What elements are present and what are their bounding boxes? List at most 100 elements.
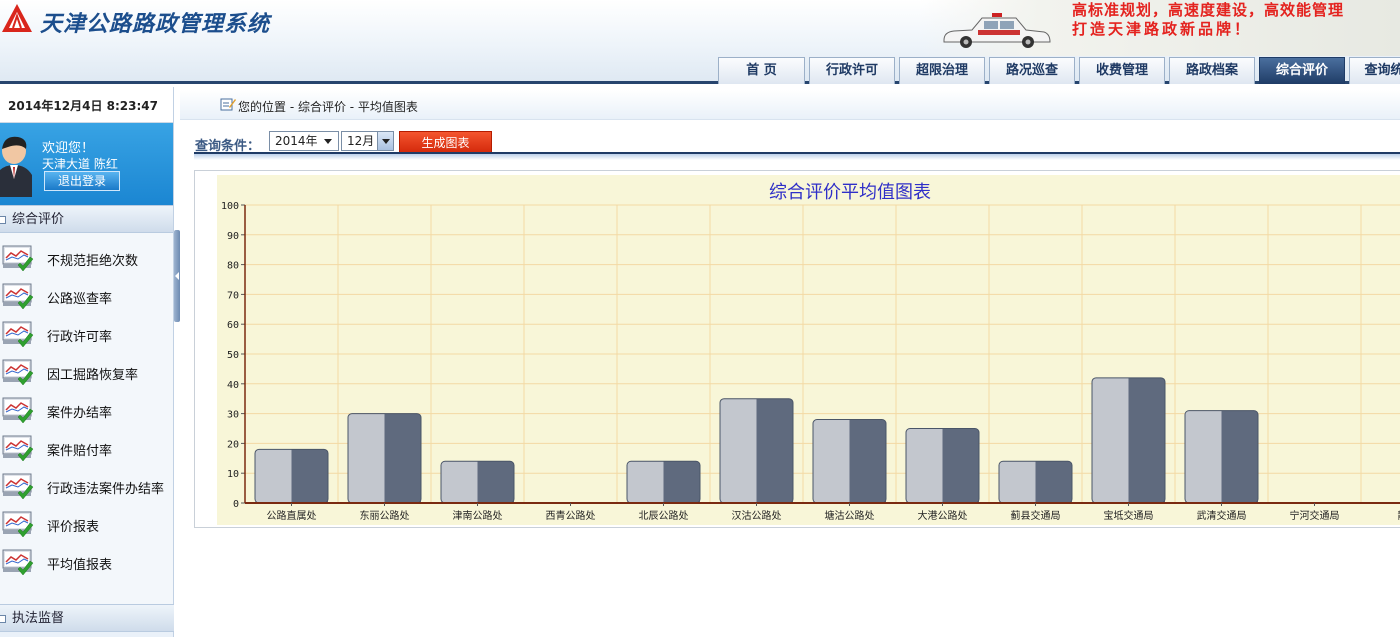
sidebar-item-2[interactable]: 行政许可率: [0, 315, 173, 353]
bar-6[interactable]: [813, 420, 886, 503]
report-check-icon: [2, 319, 34, 349]
nav-tab-6[interactable]: 综合评价: [1259, 57, 1345, 84]
bar-light-half: [720, 399, 757, 503]
chevron-down-icon: [324, 139, 332, 144]
x-tick-label: 宁河交通局: [1290, 509, 1340, 522]
nav-tab-0[interactable]: 首 页: [718, 57, 805, 84]
bar-light-half: [627, 461, 664, 503]
bar-0[interactable]: [255, 449, 328, 503]
bar-dark-half: [385, 414, 422, 503]
sidebar-item-label: 案件办结率: [47, 402, 112, 421]
sidebar-item-8[interactable]: 平均值报表: [0, 543, 173, 581]
sidebar-item-0[interactable]: 不规范拒绝次数: [0, 239, 173, 277]
nav-tab-5[interactable]: 路政档案: [1169, 57, 1255, 84]
nav-tab-2[interactable]: 超限治理: [899, 57, 985, 84]
breadcrumb: 您的位置 - 综合评价 - 平均值图表: [180, 90, 1400, 120]
nav-tab-7[interactable]: 查询统: [1349, 57, 1400, 84]
user-panel: 欢迎您！ 天津大道 陈红 退出登录: [0, 123, 173, 205]
y-tick-label: 30: [227, 410, 239, 421]
bar-2[interactable]: [441, 461, 514, 503]
section-law-enforcement[interactable]: 执法监督: [0, 604, 174, 632]
section-comprehensive-evaluation[interactable]: 综合评价: [0, 205, 173, 233]
bar-light-half: [348, 414, 385, 503]
sidebar-item-3[interactable]: 因工掘路恢复率: [0, 353, 173, 391]
section-label: 执法监督: [12, 611, 64, 626]
report-check-icon: [2, 243, 34, 273]
bar-light-half: [999, 461, 1036, 503]
sidebar-toggle-handle[interactable]: [174, 230, 180, 322]
slogan-line-2: 打造天津路政新品牌！: [1072, 18, 1252, 39]
patrol-car-icon: [938, 10, 1054, 52]
bar-dark-half: [1222, 411, 1259, 503]
report-check-icon: [2, 471, 34, 501]
query-bar: 查询条件： 2014年 12月 生成图表: [194, 130, 1400, 154]
logout-button[interactable]: 退出登录: [44, 171, 120, 191]
y-tick-label: 20: [227, 439, 239, 450]
x-tick-label: 大港公路处: [918, 509, 968, 522]
x-tick-label: 西青公路处: [546, 509, 596, 522]
x-tick-label: 武清交通局: [1197, 509, 1247, 522]
chevron-down-icon[interactable]: [377, 132, 393, 150]
bar-4[interactable]: [627, 461, 700, 503]
sidebar-item-7[interactable]: 评价报表: [0, 505, 173, 543]
datetime-display: 2014年12月4日 8:23:47: [0, 87, 173, 123]
bar-light-half: [1185, 411, 1222, 503]
x-tick-label: 汉沽公路处: [732, 509, 782, 522]
sidebar-item-label: 评价报表: [47, 516, 99, 535]
y-tick-label: 50: [227, 350, 239, 361]
sidebar-item-label: 案件赔付率: [47, 440, 112, 459]
year-select[interactable]: 2014年: [269, 131, 339, 151]
report-check-icon: [2, 357, 34, 387]
month-select[interactable]: 12月: [341, 131, 394, 151]
slogan-line-1: 高标准规划，高速度建设，高效能管理: [1072, 0, 1344, 20]
report-check-icon: [2, 547, 34, 577]
bar-8[interactable]: [999, 461, 1072, 503]
section-collapse-icon: [0, 615, 6, 623]
bar-light-half: [255, 449, 292, 503]
nav-tab-1[interactable]: 行政许可: [809, 57, 895, 84]
bar-light-half: [1092, 378, 1129, 503]
bar-chart: 综合评价平均值图表0102030405060708090100公路直属处 东丽公路…: [195, 171, 1400, 529]
month-select-value: 12月: [347, 134, 374, 148]
x-tick-label: 蓟县交通局: [1011, 509, 1061, 522]
sidebar-item-label: 因工掘路恢复率: [47, 364, 138, 383]
bar-dark-half: [757, 399, 794, 503]
bar-7[interactable]: [906, 429, 979, 504]
bar-dark-half: [1036, 461, 1073, 503]
bar-1[interactable]: [348, 414, 421, 503]
y-tick-label: 70: [227, 290, 239, 301]
bar-9[interactable]: [1092, 378, 1165, 503]
nav-tab-4[interactable]: 收费管理: [1079, 57, 1165, 84]
nav-tab-3[interactable]: 路况巡查: [989, 57, 1075, 84]
sidebar-item-1[interactable]: 公路巡查率: [0, 277, 173, 315]
x-tick-label: 津南公路处: [453, 509, 503, 522]
sidebar-item-4[interactable]: 案件办结率: [0, 391, 173, 429]
bar-light-half: [906, 429, 943, 504]
sidebar-item-label: 平均值报表: [47, 554, 112, 573]
sidebar-item-6[interactable]: 行政违法案件办结率: [0, 467, 173, 505]
bar-light-half: [813, 420, 850, 503]
y-tick-label: 100: [221, 201, 239, 212]
app-header: 天津公路路政管理系统 高标准规划，高速度建设，高效能管理 打造天津路政新品牌！ …: [0, 0, 1400, 84]
bar-dark-half: [664, 461, 701, 503]
report-check-icon: [2, 509, 34, 539]
sidebar-item-label: 公路巡查率: [47, 288, 112, 307]
y-tick-label: 90: [227, 231, 239, 242]
y-tick-label: 80: [227, 261, 239, 272]
sidebar-item-label: 行政违法案件办结率: [47, 478, 164, 497]
sidebar-item-5[interactable]: 案件赔付率: [0, 429, 173, 467]
x-tick-label: 公路直属处: [267, 509, 317, 522]
report-check-icon: [2, 433, 34, 463]
logo-icon: [0, 2, 34, 38]
query-divider: [194, 152, 1400, 160]
bar-10[interactable]: [1185, 411, 1258, 503]
bar-5[interactable]: [720, 399, 793, 503]
generate-chart-button[interactable]: 生成图表: [399, 131, 492, 153]
x-tick-label: 宝坻交通局: [1104, 509, 1154, 522]
report-check-icon: [2, 395, 34, 425]
user-name: 天津大道 陈红: [42, 155, 118, 172]
x-tick-label: 北辰公路处: [639, 509, 689, 522]
section-collapse-icon: [0, 216, 6, 224]
bar-dark-half: [292, 449, 329, 503]
edit-note-icon: [220, 97, 236, 111]
